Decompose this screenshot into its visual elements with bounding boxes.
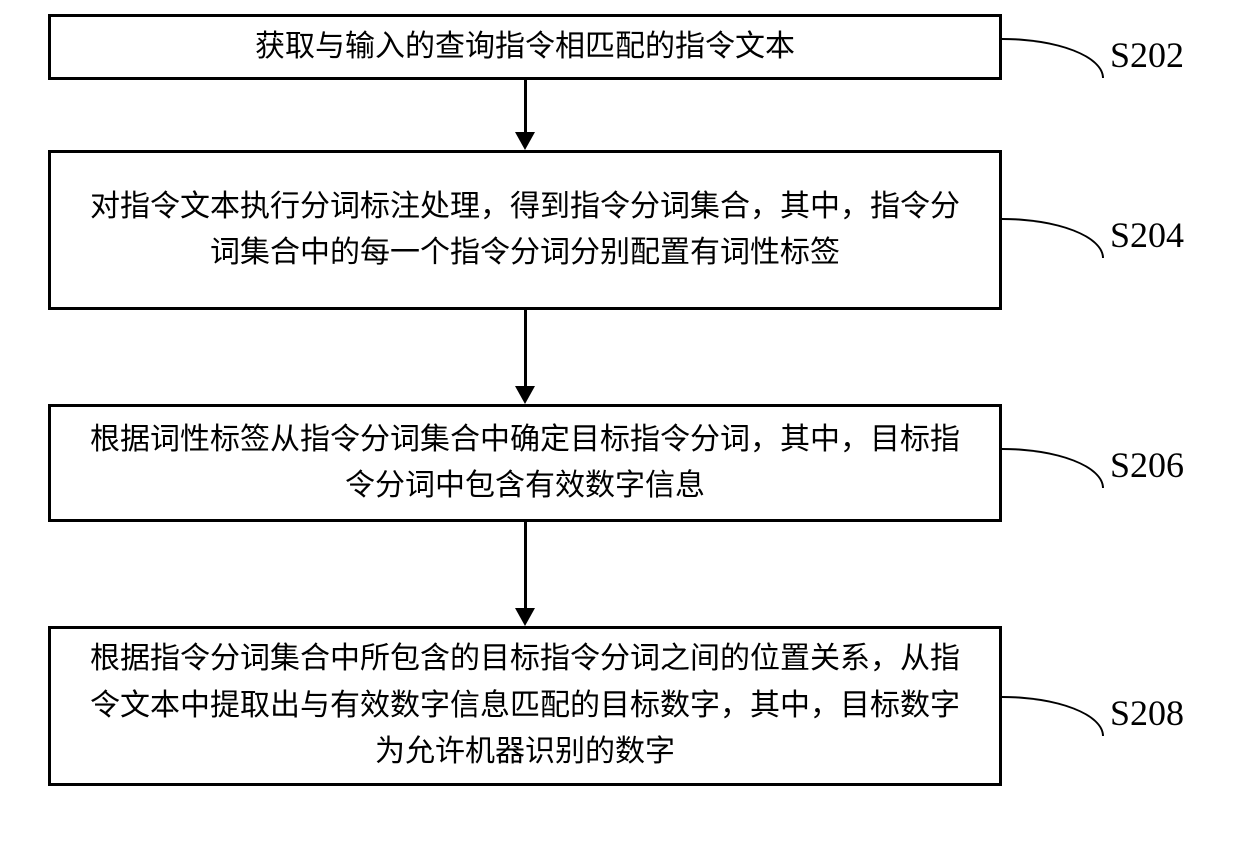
step-label-s206: S206 (1110, 444, 1184, 486)
step-box-s206: 根据词性标签从指令分词集合中确定目标指令分词，其中，目标指令分词中包含有效数字信… (48, 404, 1002, 522)
step-box-s204: 对指令文本执行分词标注处理，得到指令分词集合，其中，指令分词集合中的每一个指令分… (48, 150, 1002, 310)
step-text: 获取与输入的查询指令相匹配的指令文本 (255, 24, 795, 71)
step-label-s208: S208 (1110, 692, 1184, 734)
step-text: 对指令文本执行分词标注处理，得到指令分词集合，其中，指令分词集合中的每一个指令分… (79, 184, 971, 277)
arrow-head-icon (515, 386, 535, 404)
arrow-line (524, 310, 527, 386)
label-connector (1002, 448, 1104, 488)
step-label-s202: S202 (1110, 34, 1184, 76)
label-connector (1002, 696, 1104, 736)
step-text: 根据指令分词集合中所包含的目标指令分词之间的位置关系，从指令文本中提取出与有效数… (79, 636, 971, 776)
step-box-s202: 获取与输入的查询指令相匹配的指令文本 (48, 14, 1002, 80)
label-connector (1002, 38, 1104, 78)
arrow-head-icon (515, 608, 535, 626)
step-box-s208: 根据指令分词集合中所包含的目标指令分词之间的位置关系，从指令文本中提取出与有效数… (48, 626, 1002, 786)
step-text: 根据词性标签从指令分词集合中确定目标指令分词，其中，目标指令分词中包含有效数字信… (79, 417, 971, 510)
arrow-head-icon (515, 132, 535, 150)
label-connector (1002, 218, 1104, 258)
step-label-s204: S204 (1110, 214, 1184, 256)
arrow-line (524, 80, 527, 132)
arrow-line (524, 522, 527, 608)
